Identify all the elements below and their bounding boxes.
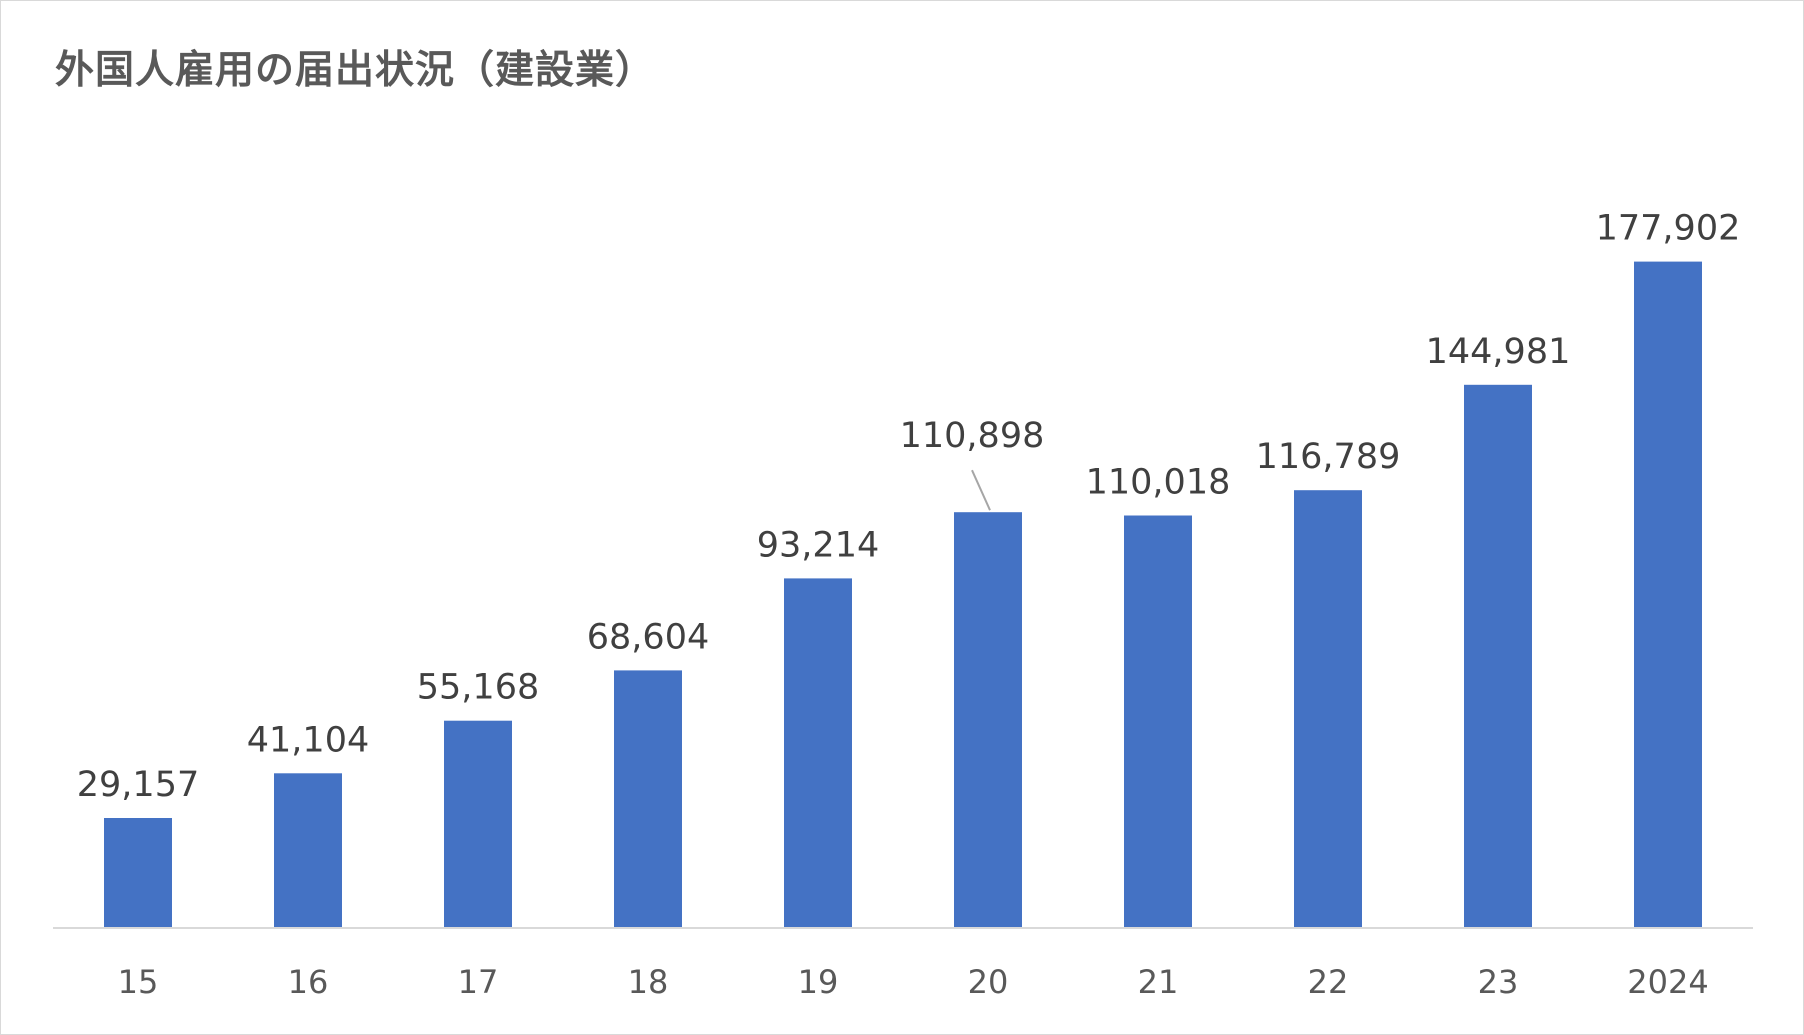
bar-18: [614, 670, 682, 927]
bar-16: [274, 773, 342, 927]
bar-19: [784, 578, 852, 927]
data-label-22: 116,789: [1256, 437, 1401, 477]
x-tick-label-19: 19: [798, 963, 839, 1001]
leader-lines-layer: [971, 469, 991, 511]
bar-20: [954, 512, 1022, 927]
data-label-20: 110,898: [900, 416, 1045, 456]
bar-23: [1464, 384, 1532, 927]
x-tick-label-15: 15: [118, 963, 159, 1001]
x-tick-label-22: 22: [1308, 963, 1349, 1001]
data-labels-layer: 29,157 41,104 55,168 68,604 93,214 110,898 110…: [77, 209, 1741, 805]
leader-line-20: [971, 469, 991, 511]
data-label-21: 110,018: [1086, 463, 1231, 503]
bar-21: [1124, 515, 1192, 927]
data-label-18: 68,604: [587, 617, 709, 657]
x-tick-label-20: 20: [968, 963, 1009, 1001]
bar-2024: [1634, 261, 1702, 928]
x-tick-label-17: 17: [458, 963, 499, 1001]
chart-title: 外国人雇用の届出状況（建設業）: [55, 48, 656, 93]
bars-layer: [104, 261, 1702, 928]
x-tick-label-21: 21: [1138, 963, 1179, 1001]
data-label-23: 144,981: [1426, 332, 1571, 372]
x-tick-label-16: 16: [288, 963, 329, 1001]
x-axis: 15 16 17 18 19 20 21 22 23 2024: [53, 927, 1753, 1001]
x-tick-label-2024: 2024: [1627, 963, 1708, 1001]
bar-17: [444, 720, 512, 927]
data-label-16: 41,104: [247, 720, 369, 760]
data-label-17: 55,168: [417, 668, 539, 708]
data-label-2024: 177,902: [1596, 209, 1741, 249]
x-tick-label-23: 23: [1478, 963, 1519, 1001]
bar-15: [104, 818, 172, 927]
x-tick-label-18: 18: [628, 963, 669, 1001]
data-label-15: 29,157: [77, 765, 199, 805]
bar-22: [1294, 490, 1362, 927]
data-label-19: 93,214: [757, 525, 879, 565]
